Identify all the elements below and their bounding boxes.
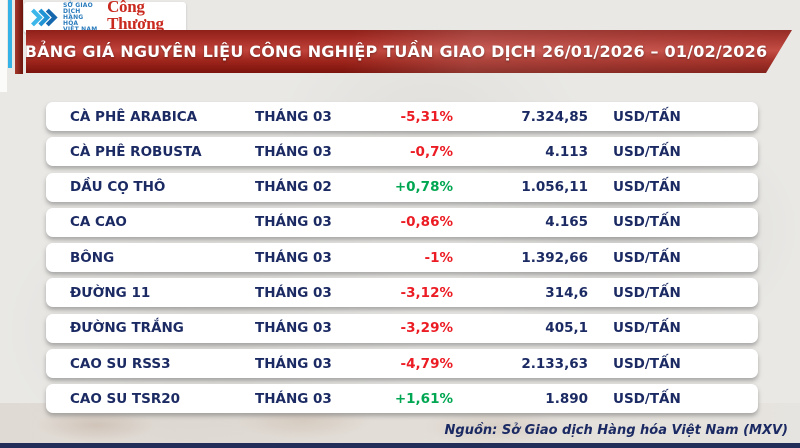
contract-month: THÁNG 03: [255, 249, 332, 266]
price-unit: USD/TẤN: [613, 214, 681, 231]
contract-month: THÁNG 03: [255, 320, 332, 337]
weekly-change: -1%: [424, 249, 453, 266]
table-row: CA CAO THÁNG 03 -0,86% 4.165 USD/TẤN: [46, 207, 758, 237]
mxv-logo-line3: VIỆT NAM: [63, 25, 98, 33]
commodity-name: BÔNG: [70, 249, 115, 266]
price-unit: USD/TẤN: [613, 179, 681, 196]
mxv-logo-icon: [30, 7, 58, 28]
contract-month: THÁNG 03: [255, 355, 332, 372]
contract-month: THÁNG 03: [255, 143, 332, 160]
weekly-change: -0,86%: [400, 214, 453, 231]
price-unit: USD/TẤN: [613, 284, 681, 301]
table-row: ĐƯỜNG 11 THÁNG 03 -3,12% 314,6 USD/TẤN: [46, 278, 758, 308]
blue-accent-stripe: [8, 0, 12, 68]
commodity-name: CAO SU TSR20: [70, 390, 181, 407]
price-value: 405,1: [545, 320, 588, 337]
price-value: 4.113: [545, 143, 588, 160]
commodity-name: ĐƯỜNG TRẮNG: [70, 320, 184, 337]
price-unit: USD/TẤN: [613, 390, 681, 407]
price-value: 1.392,66: [521, 249, 588, 266]
price-value: 7.324,85: [521, 108, 588, 125]
weekly-change: +1,61%: [394, 390, 453, 407]
mxv-logo-text: SỞ GIAO DỊCH HÀNG HÓA VIỆT NAM: [63, 1, 100, 33]
price-value: 1.056,11: [521, 179, 588, 196]
price-value: 2.133,63: [521, 355, 588, 372]
mxv-logo-line1: SỞ GIAO DỊCH: [63, 1, 93, 15]
table-row: CAO SU TSR20 THÁNG 03 +1,61% 1.890 USD/T…: [46, 384, 758, 414]
title-ribbon: BẢNG GIÁ NGUYÊN LIỆU CÔNG NGHIỆP TUẦN GI…: [26, 30, 792, 73]
contract-month: THÁNG 03: [255, 214, 332, 231]
logo-box: SỞ GIAO DỊCH HÀNG HÓA VIỆT NAM Công Thươ…: [24, 0, 186, 37]
table-row: CÀ PHÊ ARABICA THÁNG 03 -5,31% 7.324,85 …: [46, 102, 758, 131]
left-page-edge: [0, 0, 7, 92]
weekly-change: -5,31%: [400, 108, 453, 125]
table-row: BÔNG THÁNG 03 -1% 1.392,66 USD/TẤN: [46, 243, 758, 273]
table-row: ĐƯỜNG TRẮNG THÁNG 03 -3,29% 405,1 USD/TẤ…: [46, 313, 758, 343]
commodity-name: ĐƯỜNG 11: [70, 284, 151, 301]
commodity-name: CA CAO: [70, 214, 127, 231]
commodity-name: CÀ PHÊ ARABICA: [70, 108, 198, 125]
weekly-change: -3,12%: [400, 284, 453, 301]
maroon-accent-stripe: [15, 0, 23, 74]
bottom-navy-bar: [0, 443, 800, 448]
table-row: CÀ PHÊ ROBUSTA THÁNG 03 -0,7% 4.113 USD/…: [46, 137, 758, 167]
price-unit: USD/TẤN: [613, 108, 681, 125]
commodity-name: CAO SU RSS3: [70, 355, 171, 372]
price-unit: USD/TẤN: [613, 143, 681, 160]
price-unit: USD/TẤN: [613, 320, 681, 337]
contract-month: THÁNG 02: [255, 179, 332, 196]
price-value: 1.890: [545, 390, 588, 407]
weekly-change: -0,7%: [409, 143, 453, 160]
commodity-name: CÀ PHÊ ROBUSTA: [70, 143, 202, 160]
price-table: CÀ PHÊ ARABICA THÁNG 03 -5,31% 7.324,85 …: [46, 102, 758, 414]
page-title: BẢNG GIÁ NGUYÊN LIỆU CÔNG NGHIỆP TUẦN GI…: [24, 42, 768, 61]
source-credit: Nguồn: Sở Giao dịch Hàng hóa Việt Nam (M…: [444, 423, 788, 438]
contract-month: THÁNG 03: [255, 108, 332, 125]
cong-thuong-logo-text: Công Thương: [107, 0, 164, 33]
price-unit: USD/TẤN: [613, 355, 681, 372]
mxv-logo-line2: HÀNG HÓA: [63, 13, 84, 27]
price-value: 314,6: [545, 284, 588, 301]
price-value: 4.165: [545, 214, 588, 231]
weekly-change: +0,78%: [394, 179, 453, 196]
contract-month: THÁNG 03: [255, 284, 332, 301]
table-row: DẦU CỌ THÔ THÁNG 02 +0,78% 1.056,11 USD/…: [46, 172, 758, 202]
weekly-change: -4,79%: [400, 355, 453, 372]
price-unit: USD/TẤN: [613, 249, 681, 266]
table-row: CAO SU RSS3 THÁNG 03 -4,79% 2.133,63 USD…: [46, 349, 758, 379]
contract-month: THÁNG 03: [255, 390, 332, 407]
commodity-name: DẦU CỌ THÔ: [70, 179, 166, 196]
weekly-change: -3,29%: [400, 320, 453, 337]
